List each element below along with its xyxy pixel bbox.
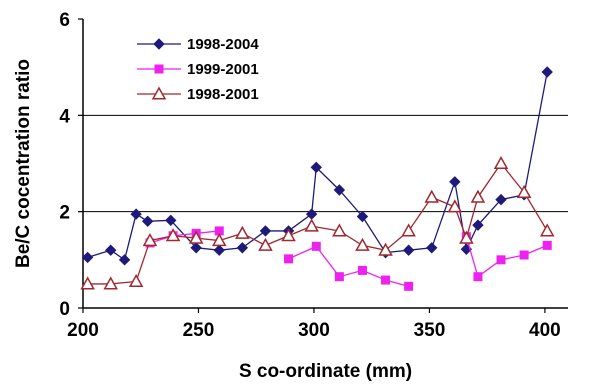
series-line-1999-2001-0 bbox=[149, 230, 220, 244]
data-point-1998-2004 bbox=[333, 184, 346, 196]
axes bbox=[82, 19, 568, 309]
data-point-1998-2001 bbox=[128, 273, 144, 288]
series-1998-2004 bbox=[81, 66, 553, 266]
data-point-1999-2001 bbox=[381, 275, 391, 285]
data-point-1998-2001 bbox=[142, 233, 158, 247]
data-point-1998-2004 bbox=[130, 208, 142, 220]
data-point-1998-2001 bbox=[459, 230, 474, 244]
x-tick-label: 300 bbox=[298, 320, 330, 341]
data-point-1999-2001 bbox=[311, 241, 321, 251]
data-point-1998-2004 bbox=[310, 161, 322, 174]
data-point-1998-2001 bbox=[355, 237, 370, 251]
data-point-1998-2001 bbox=[424, 189, 440, 203]
data-point-1998-2004 bbox=[81, 251, 94, 264]
data-point-1998-2001 bbox=[332, 223, 347, 237]
data-point-1998-2001 bbox=[211, 233, 227, 247]
data-point-1998-2001 bbox=[235, 225, 250, 239]
legend-marker bbox=[154, 64, 164, 74]
legend-marker bbox=[151, 86, 167, 100]
data-point-1998-2001 bbox=[378, 242, 393, 256]
data-point-1998-2001 bbox=[165, 228, 181, 242]
y-tick-label: 0 bbox=[59, 299, 70, 320]
data-point-1998-2001 bbox=[281, 228, 296, 242]
data-point-1998-2001 bbox=[539, 223, 555, 237]
data-point-1998-2004 bbox=[236, 242, 249, 254]
x-tick-label: 400 bbox=[529, 320, 561, 341]
data-point-1998-2004 bbox=[165, 214, 177, 227]
series-line-1998-2001-0 bbox=[87, 162, 548, 285]
data-point-1998-2001 bbox=[304, 218, 319, 232]
data-point-1998-2001 bbox=[447, 199, 463, 213]
data-point-1999-2001 bbox=[357, 265, 367, 275]
data-point-1998-2004 bbox=[141, 215, 154, 228]
data-point-1998-2001 bbox=[258, 237, 273, 251]
tick-labels: 200 250 300 350 400 0 2 4 6 bbox=[59, 10, 560, 341]
gridlines bbox=[83, 114, 568, 213]
y-axis-title: Be/C cocentration ratio bbox=[13, 59, 34, 268]
data-point-1998-2001 bbox=[401, 223, 416, 237]
data-point-1998-2001 bbox=[493, 155, 509, 170]
data-point-1999-2001 bbox=[334, 272, 344, 282]
legend-entry-1998-2001: 1998-2001 bbox=[137, 86, 259, 103]
data-point-1998-2001 bbox=[516, 184, 532, 198]
y-tick-label: 4 bbox=[59, 106, 70, 127]
data-point-1998-2001 bbox=[188, 230, 204, 244]
legend-marker bbox=[153, 38, 165, 50]
data-point-1998-2004 bbox=[213, 244, 225, 256]
data-point-1998-2001 bbox=[103, 276, 118, 290]
x-tick-label: 200 bbox=[67, 320, 99, 341]
data-point-1999-2001 bbox=[496, 255, 506, 265]
x-tick-label: 350 bbox=[414, 320, 446, 341]
data-point-1998-2004 bbox=[259, 225, 272, 237]
data-point-1999-2001 bbox=[542, 240, 552, 250]
data-point-1999-2001 bbox=[519, 250, 529, 260]
data-point-1998-2004 bbox=[105, 244, 117, 256]
data-point-1998-2004 bbox=[495, 193, 507, 206]
data-point-1998-2004 bbox=[449, 176, 461, 188]
data-point-1998-2004 bbox=[190, 242, 202, 254]
data-point-1999-2001 bbox=[473, 272, 483, 282]
y-tick-label: 6 bbox=[59, 10, 70, 31]
series-1998-2001 bbox=[80, 155, 555, 290]
legend-label: 1998-2001 bbox=[187, 86, 259, 103]
series-line-1999-2001-2 bbox=[465, 236, 548, 278]
data-point-1998-2001 bbox=[80, 276, 95, 290]
legend-entry-1998-2004: 1998-2004 bbox=[137, 36, 259, 53]
data-point-1999-2001 bbox=[404, 281, 414, 291]
y-tick-label: 2 bbox=[59, 203, 70, 224]
x-tick-label: 250 bbox=[183, 320, 215, 341]
data-point-1998-2004 bbox=[356, 210, 369, 223]
data-point-1999-2001 bbox=[214, 226, 224, 236]
data-point-1999-2001 bbox=[284, 254, 294, 264]
data-point-1998-2004 bbox=[305, 208, 318, 220]
x-axis-title: S co-ordinate (mm) bbox=[239, 361, 412, 382]
data-point-1998-2004 bbox=[541, 66, 553, 78]
data-point-1998-2004 bbox=[402, 244, 415, 256]
legend: 1998-2004 1999-2001 1998-2001 bbox=[137, 36, 259, 103]
series bbox=[80, 66, 555, 291]
data-point-1998-2004 bbox=[472, 219, 484, 231]
data-point-1998-2004 bbox=[118, 254, 131, 266]
legend-entry-1999-2001: 1999-2001 bbox=[137, 61, 259, 78]
legend-label: 1999-2001 bbox=[187, 61, 259, 78]
data-point-1998-2001 bbox=[470, 189, 486, 203]
data-point-1998-2004 bbox=[426, 242, 438, 254]
legend-label: 1998-2004 bbox=[187, 36, 259, 53]
